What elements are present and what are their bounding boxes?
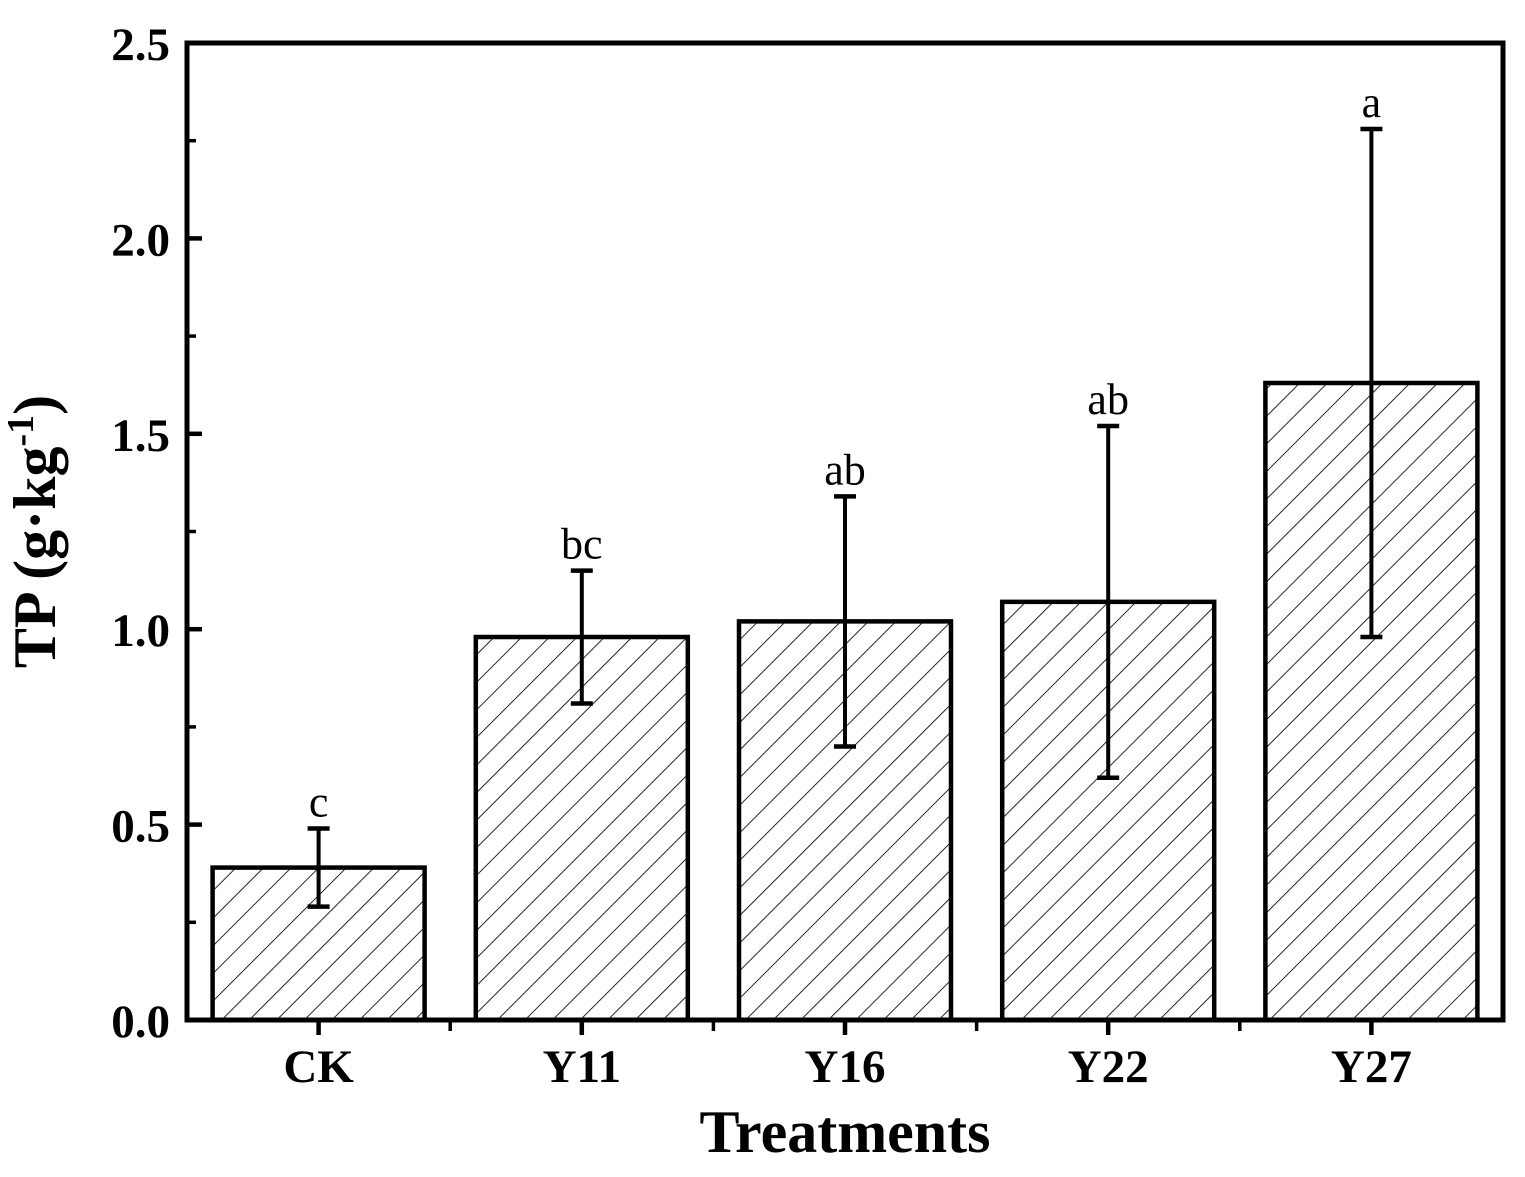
plot-area: c CK bc Y11 ab Y16 ab Y22 a Y27 0.0 0.5 1.0 1.5 2.0 2.5… bbox=[0, 19, 1506, 1165]
x-tick-label-CK: CK bbox=[283, 1041, 354, 1093]
y-tick-label-0.0: 0.0 bbox=[111, 996, 170, 1048]
sig-letter-Y11: bc bbox=[561, 520, 603, 569]
x-axis-title: Treatments bbox=[699, 1099, 990, 1165]
sig-letter-Y22: ab bbox=[1087, 375, 1129, 424]
y-tick-label-2.5: 2.5 bbox=[111, 19, 170, 71]
x-tick-label-Y11: Y11 bbox=[543, 1041, 621, 1093]
x-tick-label-Y22: Y22 bbox=[1068, 1041, 1149, 1093]
sig-letter-Y16: ab bbox=[824, 445, 866, 494]
y-tick-label-0.5: 0.5 bbox=[111, 801, 170, 853]
y-tick-label-1.0: 1.0 bbox=[111, 605, 170, 657]
y-tick-label-2.0: 2.0 bbox=[111, 214, 170, 266]
x-tick-label-Y16: Y16 bbox=[805, 1041, 886, 1093]
y-tick-label-1.5: 1.5 bbox=[111, 410, 170, 462]
sig-letter-Y27: a bbox=[1362, 78, 1382, 127]
plot-frame bbox=[184, 40, 1506, 1023]
x-tick-label-Y27: Y27 bbox=[1331, 1041, 1412, 1093]
y-axis-title: TP (g·kg-1) bbox=[0, 395, 68, 668]
sig-letter-CK: c bbox=[309, 778, 329, 827]
